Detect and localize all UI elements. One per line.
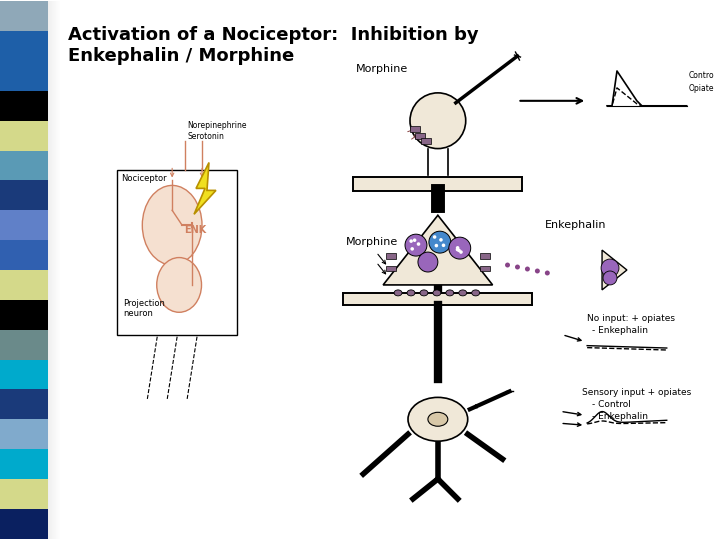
Bar	[0, 449, 48, 479]
Circle shape	[459, 250, 463, 254]
Bar	[0, 300, 48, 330]
Text: No input: + opiates: No input: + opiates	[587, 314, 675, 323]
Bar	[480, 253, 490, 259]
Bar	[0, 151, 48, 180]
Bar	[480, 266, 490, 272]
Bar	[53, 1, 54, 539]
Bar	[55, 1, 57, 539]
Ellipse shape	[433, 290, 441, 296]
Bar	[117, 171, 237, 335]
Circle shape	[515, 265, 520, 269]
Polygon shape	[383, 215, 492, 285]
Text: Projection
neuron: Projection neuron	[123, 299, 166, 318]
Circle shape	[405, 234, 427, 256]
Text: - Enkephalin: - Enkephalin	[592, 412, 648, 421]
Text: Activation of a Nociceptor:  Inhibition by: Activation of a Nociceptor: Inhibition b…	[68, 26, 478, 44]
Ellipse shape	[143, 185, 202, 265]
Polygon shape	[602, 250, 627, 290]
Ellipse shape	[394, 290, 402, 296]
Text: Morphine: Morphine	[356, 64, 408, 74]
Bar	[386, 266, 396, 272]
Bar	[386, 253, 396, 259]
Text: ENK: ENK	[184, 225, 206, 235]
Bar	[0, 121, 48, 151]
Ellipse shape	[428, 413, 448, 426]
Circle shape	[525, 267, 530, 272]
Circle shape	[413, 238, 416, 242]
Bar	[415, 133, 425, 139]
Circle shape	[535, 268, 540, 273]
Circle shape	[456, 246, 459, 249]
Circle shape	[410, 247, 414, 251]
Circle shape	[456, 248, 459, 251]
Bar	[421, 138, 431, 144]
Circle shape	[418, 252, 438, 272]
Bar	[0, 1, 48, 31]
Circle shape	[429, 231, 451, 253]
Polygon shape	[194, 163, 216, 214]
Circle shape	[449, 237, 471, 259]
Bar	[50, 1, 52, 539]
Text: Contro: Contro	[688, 71, 714, 80]
Text: Enkephalin: Enkephalin	[545, 220, 607, 230]
Bar	[0, 509, 48, 539]
Circle shape	[505, 262, 510, 267]
Circle shape	[545, 271, 550, 275]
Circle shape	[441, 244, 445, 247]
Ellipse shape	[446, 290, 454, 296]
Bar	[0, 31, 48, 61]
Bar	[0, 330, 48, 360]
Text: Norepinephrine
Serotonin: Norepinephrine Serotonin	[187, 122, 246, 140]
Bar	[0, 419, 48, 449]
Text: Sensory input + opiates: Sensory input + opiates	[582, 388, 691, 397]
Ellipse shape	[407, 290, 415, 296]
Text: Enkephalin / Morphine: Enkephalin / Morphine	[68, 47, 294, 65]
Text: Morphine: Morphine	[346, 237, 399, 247]
Text: - Control: - Control	[592, 400, 631, 409]
Bar	[59, 1, 60, 539]
Bar	[0, 479, 48, 509]
Ellipse shape	[472, 290, 480, 296]
Bar	[48, 1, 49, 539]
Circle shape	[601, 259, 619, 277]
Circle shape	[439, 238, 443, 241]
Text: - Enkephalin: - Enkephalin	[592, 326, 648, 335]
Bar	[49, 1, 50, 539]
Circle shape	[435, 244, 438, 247]
Bar	[0, 210, 48, 240]
Text: Opiate: Opiate	[688, 84, 714, 93]
Bar	[0, 240, 48, 270]
Bar	[0, 180, 48, 210]
Bar	[0, 360, 48, 389]
Ellipse shape	[420, 290, 428, 296]
Bar	[0, 91, 48, 121]
Bar	[0, 270, 48, 300]
Circle shape	[457, 248, 461, 252]
Circle shape	[417, 242, 420, 246]
Bar	[0, 389, 48, 419]
Ellipse shape	[157, 258, 202, 312]
Bar	[0, 61, 48, 91]
Text: Nociceptor: Nociceptor	[122, 174, 167, 184]
Bar	[57, 1, 58, 539]
Bar	[410, 126, 420, 132]
Bar	[54, 1, 55, 539]
Circle shape	[410, 93, 466, 148]
Circle shape	[603, 271, 617, 285]
Circle shape	[433, 235, 436, 239]
Ellipse shape	[459, 290, 467, 296]
Bar	[343, 293, 532, 305]
Bar	[52, 1, 53, 539]
Bar	[58, 1, 59, 539]
Circle shape	[410, 239, 413, 243]
Ellipse shape	[408, 397, 468, 441]
Bar	[354, 178, 523, 191]
